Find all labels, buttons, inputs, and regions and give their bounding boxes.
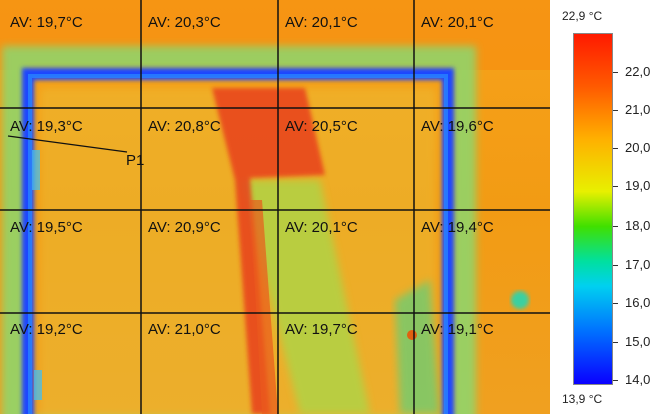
color-scale-bar: [573, 33, 613, 385]
cell-label: AV: 21,0°C: [148, 321, 221, 338]
scale-tick-label: 16,0: [625, 295, 651, 310]
scale-tick-label: 18,0: [625, 218, 651, 233]
scale-tick: [613, 148, 618, 149]
cell-label: AV: 20,1°C: [285, 219, 358, 236]
thermal-heatmap: [0, 0, 550, 414]
scale-tick-label: 15,0: [625, 334, 651, 349]
cell-label: AV: 20,1°C: [285, 14, 358, 31]
scale-tick-label: 22,0: [625, 64, 651, 79]
cell-label: AV: 20,1°C: [421, 14, 494, 31]
scale-tick-label: 17,0: [625, 257, 651, 272]
scale-tick-label: 21,0: [625, 102, 651, 117]
scale-tick: [613, 380, 618, 381]
measurement-grid: [0, 0, 550, 414]
scale-tick: [613, 110, 618, 111]
cell-label: AV: 20,3°C: [148, 14, 221, 31]
cell-label: AV: 19,1°C: [421, 321, 494, 338]
cell-label: AV: 19,2°C: [10, 321, 83, 338]
thermal-image: AV: 19,7°C AV: 20,3°C AV: 20,1°C AV: 20,…: [0, 0, 550, 414]
cell-label: AV: 19,6°C: [421, 118, 494, 135]
scale-tick-label: 14,0: [625, 372, 651, 387]
scale-max-label: 22,9 °C: [562, 9, 603, 23]
cell-label: AV: 20,9°C: [148, 219, 221, 236]
cell-label: AV: 19,7°C: [10, 14, 83, 31]
cell-label: AV: 19,4°C: [421, 219, 494, 236]
cell-label: AV: 20,5°C: [285, 118, 358, 135]
cell-label: AV: 19,5°C: [10, 219, 83, 236]
scale-min-label: 13,9 °C: [562, 392, 603, 406]
scale-tick: [613, 342, 618, 343]
scale-tick: [613, 226, 618, 227]
point-p1-label: P1: [126, 152, 145, 169]
scale-tick: [613, 186, 618, 187]
scale-tick: [613, 265, 618, 266]
cell-label: AV: 19,3°C: [10, 118, 83, 135]
temperature-scale: 22,9 °C 22,0 21,0 20,0 19,0 18,0 17,0 16…: [550, 0, 654, 414]
scale-tick-label: 20,0: [625, 140, 651, 155]
scale-tick: [613, 303, 618, 304]
cell-label: AV: 19,7°C: [285, 321, 358, 338]
p1-pointer-line: [7, 135, 128, 153]
cell-label: AV: 20,8°C: [148, 118, 221, 135]
scale-tick: [613, 72, 618, 73]
scale-tick-label: 19,0: [625, 178, 651, 193]
